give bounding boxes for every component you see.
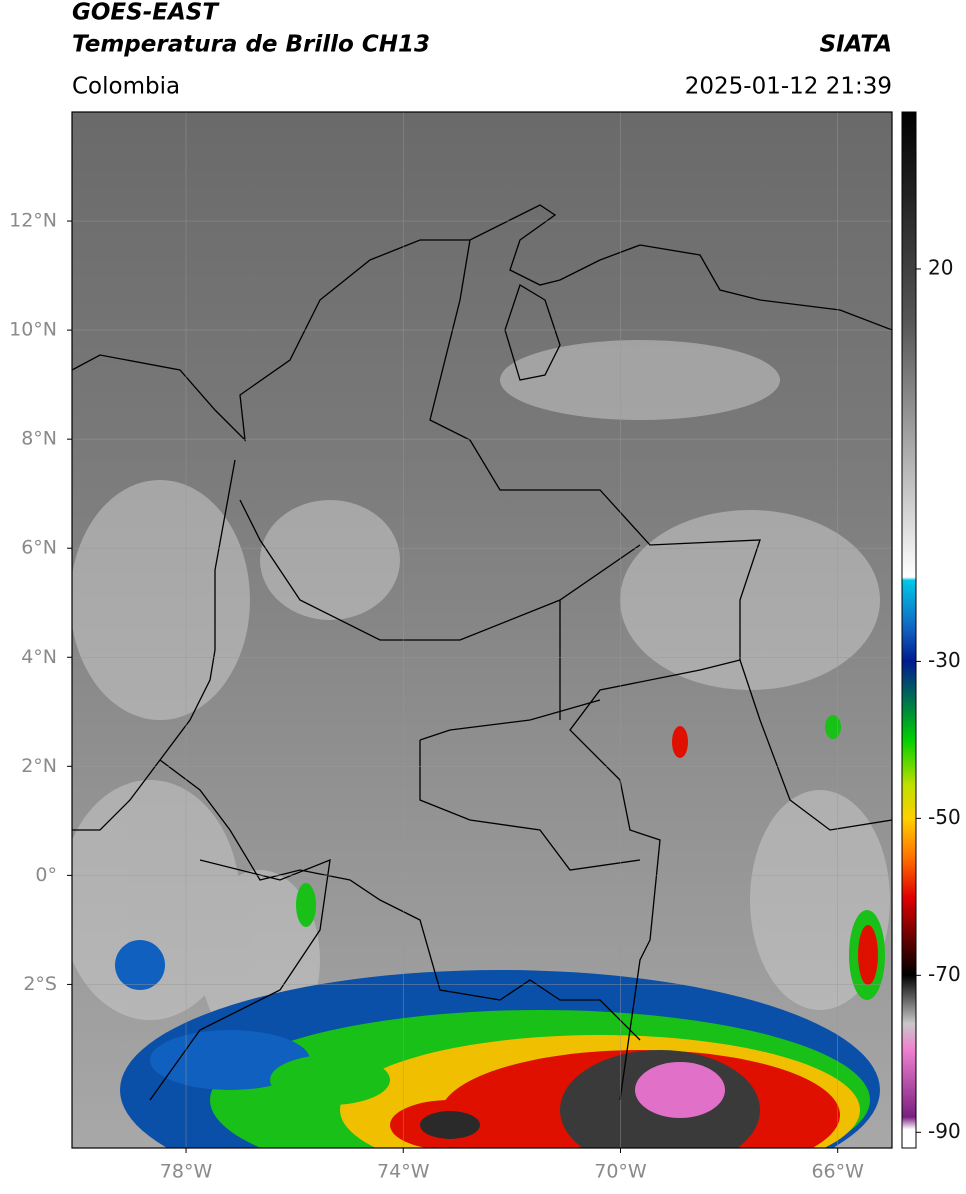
- y-tick-label: 6°N: [21, 537, 57, 559]
- y-tick-label: 8°N: [21, 428, 57, 450]
- subtitle: Temperatura de Brillo CH13: [72, 32, 430, 58]
- x-tick-label: 70°W: [594, 1161, 647, 1183]
- map-frame: [71, 111, 893, 1149]
- x-tick-label: 66°W: [811, 1161, 864, 1183]
- datetime: 2025-01-12 21:39: [685, 74, 892, 100]
- borders: [72, 204, 892, 1101]
- y-tick-label: 2°S: [23, 973, 57, 995]
- colorbar-label: -70: [928, 962, 961, 986]
- colorbar-label: -30: [928, 648, 961, 672]
- colorbar-label: 20: [928, 255, 953, 279]
- source: SIATA: [820, 32, 892, 58]
- title: GOES-EAST: [72, 0, 220, 26]
- graticule: [72, 112, 892, 1148]
- colorbar-label: -50: [928, 805, 961, 829]
- y-tick-label: 0°: [35, 864, 57, 886]
- region: Colombia: [72, 74, 180, 100]
- convection: [115, 715, 885, 1148]
- x-tick-label: 74°W: [377, 1161, 430, 1183]
- y-tick-label: 4°N: [21, 646, 57, 668]
- colorbar: [901, 111, 917, 1149]
- colorbar-label: -90: [928, 1119, 961, 1143]
- x-tick-label: 78°W: [160, 1161, 213, 1183]
- map-image: [72, 112, 892, 1148]
- y-tick-label: 12°N: [9, 210, 57, 232]
- y-tick-label: 10°N: [9, 319, 57, 341]
- y-tick-label: 2°N: [21, 755, 57, 777]
